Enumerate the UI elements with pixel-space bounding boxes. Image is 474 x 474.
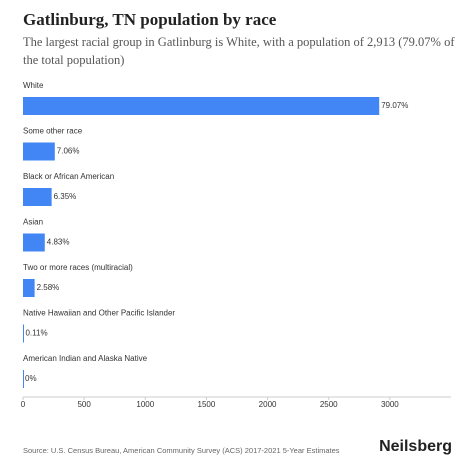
category-label: Some other race xyxy=(23,127,83,136)
chart-subtitle: The largest racial group in Gatlinburg i… xyxy=(23,35,455,67)
value-label: 79.07% xyxy=(381,101,408,110)
x-tick-label: 1000 xyxy=(136,400,154,409)
bar xyxy=(23,233,45,252)
chart: 0 500 1000 1500 2000 2500 3000 White 79.07% Some … xyxy=(21,81,451,409)
bar xyxy=(23,142,55,161)
value-label: 0.11% xyxy=(25,329,47,338)
source-note: Source: U.S. Census Bureau, American Com… xyxy=(23,446,340,455)
category-label: Two or more races (multiracial) xyxy=(23,263,133,272)
bar xyxy=(23,97,380,115)
x-tick-label: 1500 xyxy=(198,400,216,409)
x-tick-label: 0 xyxy=(21,400,26,409)
value-label: 6.35% xyxy=(54,192,77,201)
category-label: White xyxy=(23,81,44,90)
chart-title: Gatlinburg, TN population by race xyxy=(23,10,277,29)
bar xyxy=(23,188,52,206)
value-label: 7.06% xyxy=(57,147,80,156)
bar xyxy=(23,279,35,297)
x-tick-label: 3000 xyxy=(381,400,399,409)
bar xyxy=(23,324,24,343)
x-tick-label: 500 xyxy=(77,400,91,409)
category-label: Asian xyxy=(23,218,43,227)
bar xyxy=(23,370,24,388)
category-label: American Indian and Alaska Native xyxy=(23,354,148,363)
category-label: Black or African American xyxy=(23,172,114,181)
value-label: 2.58% xyxy=(37,283,60,292)
x-tick-label: 2500 xyxy=(320,400,338,409)
value-label: 0% xyxy=(25,374,37,383)
x-tick-label: 2000 xyxy=(259,400,277,409)
value-label: 4.83% xyxy=(47,238,70,247)
brand-logo: Neilsberg xyxy=(379,438,452,455)
category-label: Native Hawaiian and Other Pacific Island… xyxy=(23,309,175,318)
